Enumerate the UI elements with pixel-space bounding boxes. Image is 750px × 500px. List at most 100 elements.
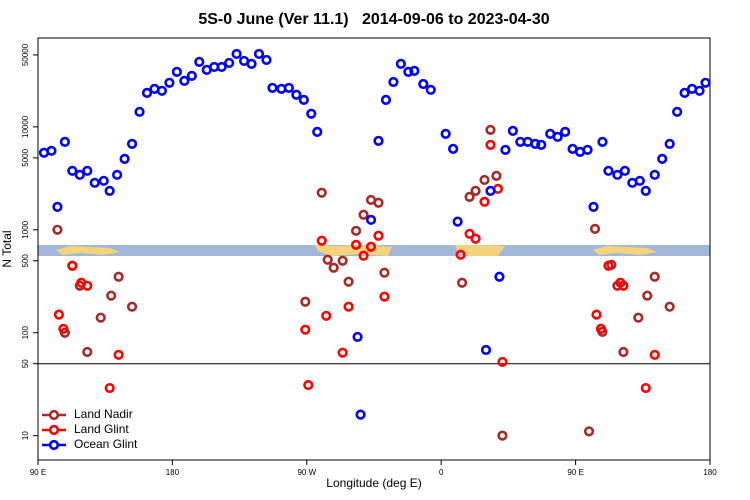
point (591, 309, 602, 320)
point (231, 48, 242, 60)
point (470, 185, 481, 196)
legend-marker (48, 409, 60, 421)
point (536, 139, 547, 150)
point (618, 346, 629, 358)
point (497, 356, 508, 368)
point (321, 310, 332, 321)
point (649, 349, 660, 360)
point (373, 197, 384, 208)
point (649, 169, 660, 180)
legend-label: Land Glint (74, 422, 129, 436)
point (700, 77, 711, 88)
point (350, 239, 362, 250)
point (358, 209, 369, 220)
y-tick-label: 5000 (21, 148, 30, 166)
point (216, 61, 227, 73)
point (337, 255, 348, 266)
point (672, 106, 683, 117)
point (365, 241, 377, 252)
point (291, 89, 302, 100)
point (261, 54, 272, 66)
point (283, 82, 294, 94)
point (253, 48, 265, 60)
legend-label: Ocean Glint (74, 437, 138, 451)
point (379, 291, 390, 302)
point (119, 153, 130, 164)
point (46, 145, 57, 156)
point (479, 174, 490, 186)
land-patch (593, 246, 657, 255)
point (134, 106, 145, 117)
point (642, 290, 653, 301)
land-patch (56, 246, 120, 255)
x-tick-label: 90 E (567, 468, 583, 477)
point (485, 185, 496, 196)
point (589, 223, 601, 235)
point (186, 70, 197, 81)
point (640, 185, 651, 196)
land-patch (315, 245, 392, 256)
point (303, 379, 314, 391)
point (440, 128, 451, 139)
point (82, 165, 93, 176)
point (316, 187, 327, 198)
point (343, 301, 354, 312)
y-tick-label: 50000 (21, 43, 30, 66)
point (649, 271, 660, 282)
point (479, 196, 490, 207)
point (322, 254, 333, 265)
point (74, 169, 85, 180)
point (179, 75, 190, 86)
point (612, 169, 623, 180)
point (657, 153, 668, 164)
point (582, 144, 593, 155)
point (224, 57, 235, 69)
point (104, 382, 115, 394)
point (497, 430, 508, 441)
point (418, 78, 429, 90)
point (126, 301, 138, 312)
point (395, 58, 406, 69)
point (104, 185, 115, 196)
point (455, 249, 466, 260)
point (343, 276, 354, 287)
y-tick-label: 500 (21, 254, 30, 268)
point (89, 177, 100, 188)
point (365, 214, 377, 225)
point (350, 225, 362, 236)
point (464, 191, 475, 202)
point (403, 66, 414, 77)
point (95, 312, 106, 323)
point (67, 165, 78, 176)
point (619, 165, 630, 176)
point (379, 267, 390, 278)
point (300, 324, 311, 335)
point (171, 66, 182, 77)
series (38, 48, 711, 420)
y-tick-label: 10000 (21, 115, 30, 138)
point (316, 235, 327, 246)
point (267, 82, 278, 94)
point (112, 169, 123, 180)
point (491, 170, 502, 181)
legend-label: Land Nadir (74, 407, 133, 421)
point (603, 165, 614, 176)
point (500, 144, 511, 155)
point (298, 94, 309, 105)
x-tick-label: 180 (166, 468, 180, 477)
point (597, 136, 608, 147)
point (470, 233, 481, 244)
point (156, 85, 168, 96)
point (82, 346, 93, 358)
point (595, 323, 607, 334)
legend-marker (48, 424, 60, 436)
point (507, 125, 518, 136)
y-tick-label: 1000 (21, 220, 30, 238)
point (603, 260, 614, 271)
series (52, 124, 675, 441)
point (388, 76, 399, 88)
x-tick-label: 90 W (297, 468, 316, 477)
point (634, 175, 645, 186)
x-tick-label: 180 (703, 468, 717, 477)
